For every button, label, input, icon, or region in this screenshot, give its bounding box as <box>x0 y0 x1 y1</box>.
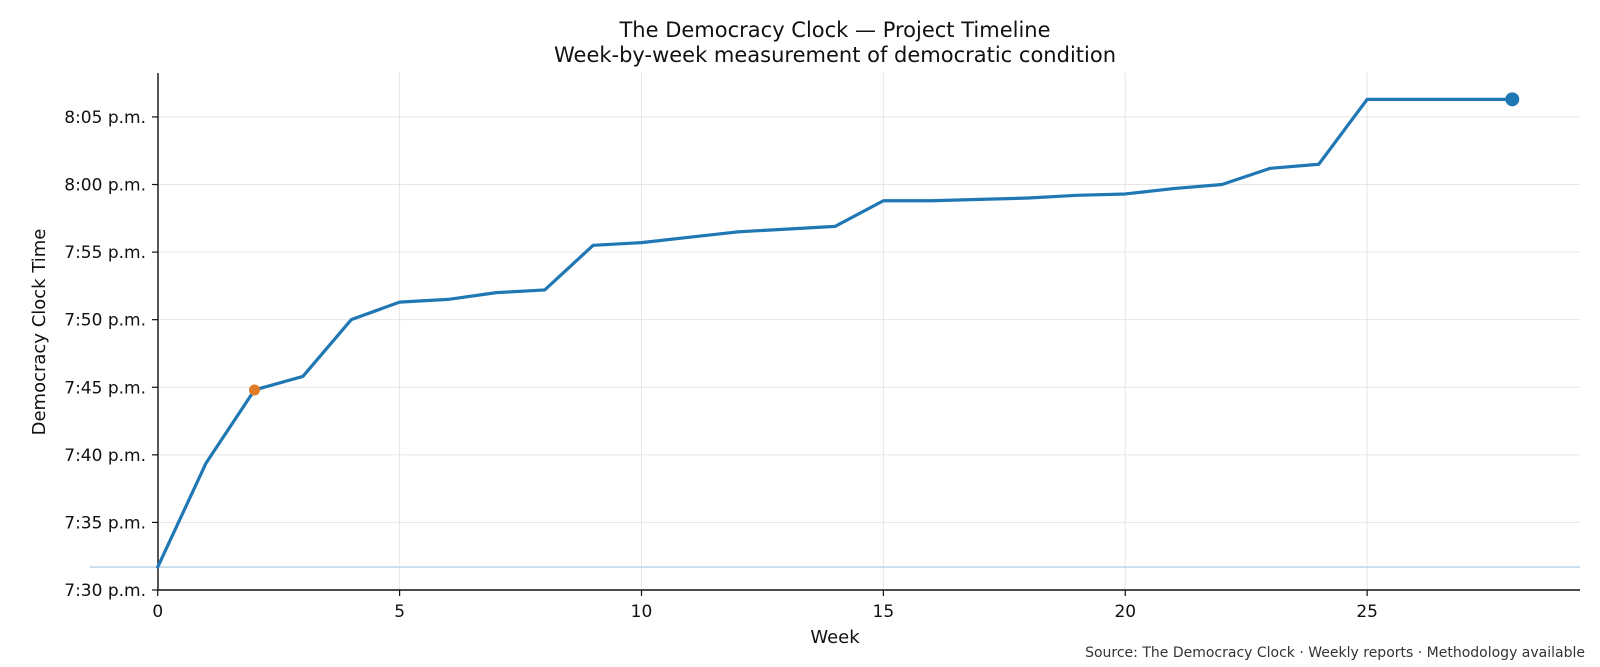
y-tick-label: 7:35 p.m. <box>64 513 146 533</box>
y-axis-label: Democracy Clock Time <box>29 229 50 436</box>
series-layer <box>156 97 1514 569</box>
x-tick-label: 15 <box>873 602 895 622</box>
y-tick-label: 7:55 p.m. <box>64 243 146 263</box>
chart-subtitle: Week-by-week measurement of democratic c… <box>554 43 1116 67</box>
axes <box>157 73 1580 591</box>
highlight-markers <box>248 92 1520 396</box>
source-note: Source: The Democracy Clock · Weekly rep… <box>1085 645 1585 661</box>
x-axis-label: Week <box>810 627 860 648</box>
y-tick-label: 7:50 p.m. <box>64 311 146 331</box>
series-line <box>156 97 1514 569</box>
x-tick-label: 0 <box>152 602 163 622</box>
y-tick-label: 7:30 p.m. <box>64 581 146 601</box>
highlight-marker <box>248 384 260 396</box>
y-tick-label: 8:05 p.m. <box>64 108 146 128</box>
grid <box>157 73 1580 591</box>
x-tick-label: 10 <box>631 602 653 622</box>
endpoint-marker <box>1505 92 1520 107</box>
y-tick-label: 7:40 p.m. <box>64 446 146 466</box>
x-tick-label: 5 <box>394 602 405 622</box>
y-tick-label: 8:00 p.m. <box>64 176 146 196</box>
chart-title: The Democracy Clock — Project Timeline <box>618 18 1050 42</box>
x-tick-label: 20 <box>1114 602 1136 622</box>
y-ticks: 7:30 p.m. 7:35 p.m. 7:40 p.m. 7:45 p.m. 7:50… <box>64 108 158 601</box>
x-ticks: 0 5 10 15 20 25 <box>152 590 1378 622</box>
x-tick-label: 25 <box>1356 602 1378 622</box>
y-tick-label: 7:45 p.m. <box>64 378 146 398</box>
